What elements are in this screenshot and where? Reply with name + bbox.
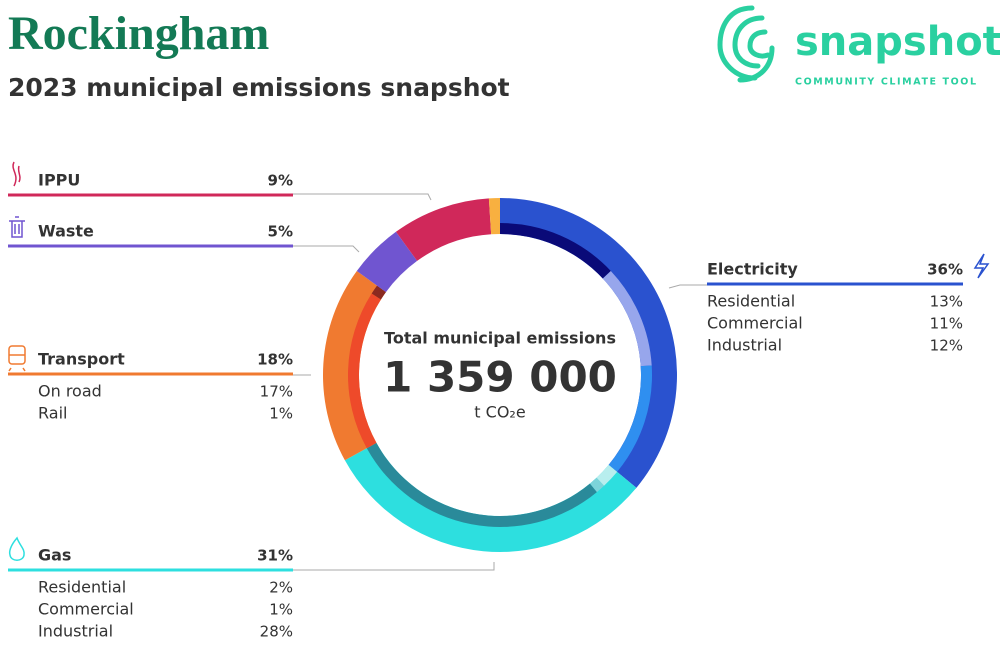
sector-name: Gas [38,546,71,565]
subsector-arc [589,477,605,493]
subsector-name: Commercial [707,314,803,333]
sector-value: 9% [268,172,293,190]
sector-arc [500,198,678,488]
sector-value: 36% [927,261,963,279]
logo-tagline: COMMUNITY CLIMATE TOOL [795,77,978,88]
sector-name: IPPU [38,171,80,190]
subsector-arc [500,223,611,279]
total: 1 359 000 [383,353,617,402]
sector-value: 18% [257,351,293,369]
sector-arc [488,198,500,235]
sector-value: 31% [257,547,293,565]
leader-line [293,245,360,253]
logo-icon [717,5,775,83]
subsector-name: Rail [38,404,67,423]
subsector-value: 13% [930,293,963,311]
subsector-arc [602,270,652,367]
subsector-value: 1% [269,601,293,619]
sector-arc [344,442,637,552]
transport-icon [8,345,26,372]
subtitle: 2023 municipal emissions snapshot [8,73,510,102]
subsector-value: 11% [930,315,963,333]
sector-value: 5% [268,223,293,241]
subsector-name: Industrial [707,336,782,355]
subsector-name: Residential [707,292,795,311]
subsector-arc [348,293,381,449]
sector-name: Electricity [707,260,798,279]
sector-name: Transport [38,350,125,369]
unit: t CO₂e [474,403,525,422]
logo-name: snapshot [795,19,1000,65]
electricity-icon [973,253,990,279]
gas-icon [8,536,25,561]
subsector-name: Commercial [38,600,134,619]
subsector-arc [596,464,618,486]
subsector-name: On road [38,382,102,401]
title: Rockingham [8,7,269,60]
subsector-value: 17% [260,383,293,401]
leader-line [293,193,432,201]
leader-line [293,562,495,571]
ippu-icon [12,161,21,187]
center-label: Total municipal emissions [384,329,616,348]
subsector-value: 12% [930,337,963,355]
sector-arc [356,231,418,293]
subsector-value: 2% [269,579,293,597]
subsector-value: 28% [260,623,293,641]
sector-arc [395,198,492,261]
sector-name: Waste [38,222,94,241]
waste-icon [9,216,25,238]
subsector-arc [366,442,597,528]
subsector-value: 1% [269,405,293,423]
subsector-name: Residential [38,578,126,597]
leader-line [668,284,707,289]
subsector-name: Industrial [38,622,113,641]
subsector-arc [608,365,652,472]
subsector-arc [371,285,386,300]
